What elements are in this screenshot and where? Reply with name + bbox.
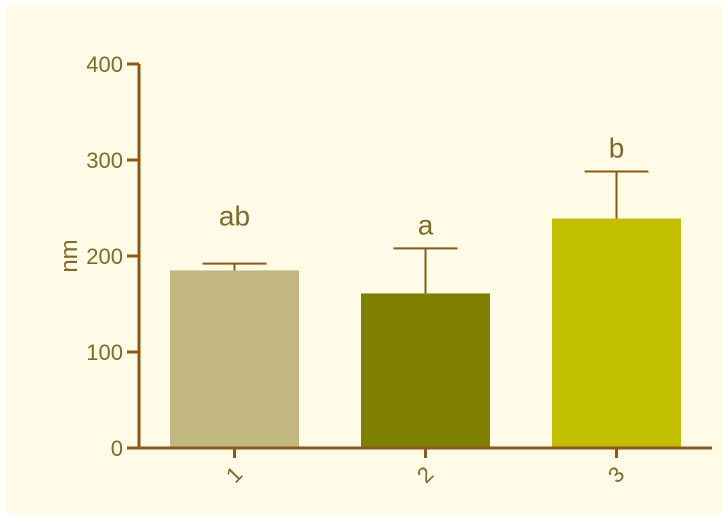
y-tick-label: 400 <box>86 52 123 77</box>
bar-1 <box>170 270 299 448</box>
bar-3 <box>552 218 681 448</box>
error-bars-layer <box>202 170 649 294</box>
significance-label: b <box>609 133 625 164</box>
bars-layer <box>170 218 681 448</box>
y-ticks: 0 100 200 300 400 <box>86 52 139 461</box>
significance-labels: ab ab <box>219 133 624 241</box>
y-tick-label: 200 <box>86 244 123 269</box>
x-tick-label: 1 <box>221 461 247 487</box>
y-tick-label: 0 <box>111 436 123 461</box>
x-tick-label: 3 <box>603 461 629 487</box>
x-ticks: 1 2 3 <box>221 448 629 488</box>
y-tick-label: 300 <box>86 148 123 173</box>
bar-2 <box>361 293 490 448</box>
significance-label: ab <box>219 201 250 232</box>
y-tick-label: 100 <box>86 340 123 365</box>
significance-label: a <box>418 209 434 240</box>
y-axis-title: nm <box>56 239 83 272</box>
x-tick-label: 2 <box>412 461 438 487</box>
